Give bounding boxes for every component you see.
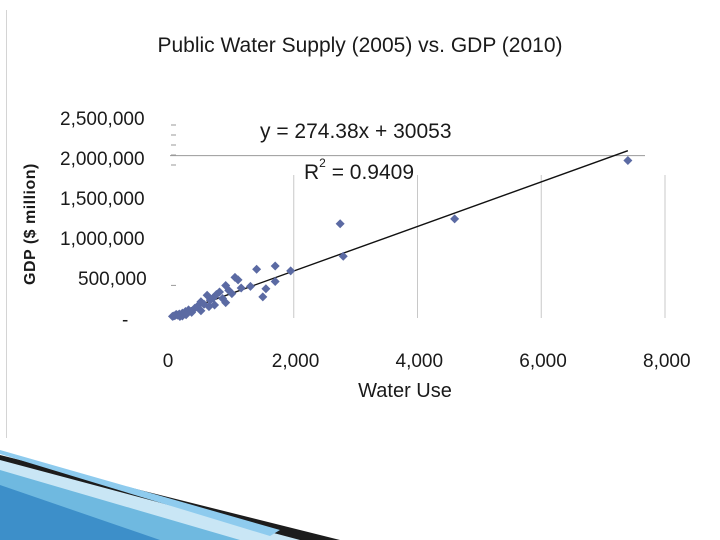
- data-point-0-16: [227, 289, 237, 299]
- r-squared-prefix: R: [304, 161, 320, 184]
- x-tick-label-4: 8,000: [643, 351, 691, 372]
- y-tick-label-3: 1,500,000: [60, 189, 145, 210]
- trendline-equation: y = 274.38x + 30053: [260, 120, 452, 143]
- slide-left-rule: [6, 10, 7, 438]
- data-point-0-22: [205, 295, 215, 305]
- data-point-0-8: [233, 275, 243, 285]
- data-point-0-12: [236, 283, 246, 293]
- data-point-0-4: [270, 261, 280, 271]
- data-point-0-11: [245, 281, 255, 291]
- axes: [171, 124, 176, 286]
- data-point-0-1: [450, 214, 460, 224]
- y-tick-label-4: 2,000,000: [60, 149, 145, 170]
- y-tick-label-1: 500,000: [78, 269, 147, 290]
- tick-labels: - 500,000 1,000,000 1,500,000 2,000,000 2,500…: [60, 109, 691, 372]
- data-point-0-13: [261, 284, 271, 294]
- data-point-0-2: [335, 219, 345, 229]
- decor-wave-dark: [0, 485, 160, 540]
- data-point-0-43: [181, 310, 191, 320]
- x-tick-label-2: 4,000: [396, 351, 444, 372]
- y-tick-label-0: -: [122, 310, 128, 331]
- r-squared-value: = 0.9409: [325, 161, 415, 184]
- trendline-r-squared: R2 = 0.9409: [304, 156, 415, 185]
- data-point-0-9: [270, 276, 280, 286]
- data-point-0-19: [258, 292, 268, 302]
- x-tick-label-0: 0: [163, 351, 174, 372]
- data-point-0-3: [338, 251, 348, 261]
- slide-decoration: [0, 450, 340, 540]
- data-point-0-6: [286, 266, 296, 276]
- decor-blue-highlight: [0, 450, 280, 536]
- data-point-0-5: [252, 264, 262, 274]
- gridlines: [170, 155, 666, 318]
- data-point-0-24: [221, 298, 231, 308]
- data-points: [167, 155, 633, 322]
- data-point-0-40: [167, 311, 177, 321]
- trendline: [169, 150, 629, 317]
- data-point-0-28: [204, 302, 214, 312]
- trendline-group: [169, 150, 629, 317]
- chart-title: Public Water Supply (2005) vs. GDP (2010…: [157, 34, 563, 57]
- data-point-0-31: [196, 306, 206, 316]
- x-tick-label-1: 2,000: [272, 351, 320, 372]
- y-tick-label-2: 1,000,000: [60, 229, 145, 250]
- x-axis-title: Water Use: [358, 380, 452, 402]
- y-tick-label-5: 2,500,000: [60, 109, 145, 130]
- x-tick-label-3: 6,000: [519, 351, 567, 372]
- r-squared-exponent: 2: [319, 156, 326, 170]
- data-point-0-0: [623, 155, 633, 165]
